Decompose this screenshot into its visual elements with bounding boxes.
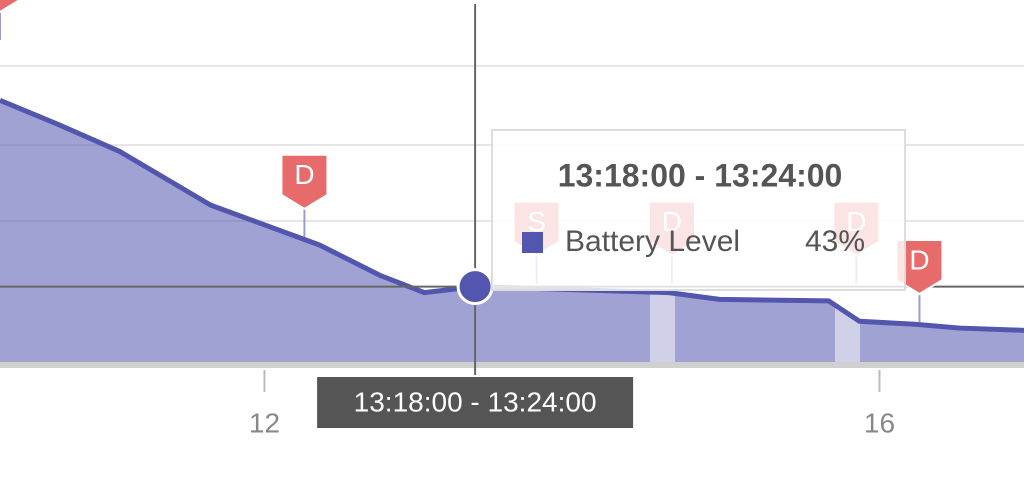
flag-label: D [294, 159, 314, 190]
tooltip-title: 13:18:00 - 13:24:00 [558, 157, 843, 193]
crosshair-label: 13:18:00 - 13:24:00 [354, 386, 597, 417]
tooltip-box [491, 129, 906, 291]
flag-marker: D [0, 0, 22, 40]
crosshair-label-box [317, 377, 634, 428]
legend-swatch [522, 232, 543, 253]
hover-point [456, 268, 494, 306]
crosshair: 13:18:00 - 13:24:00 [0, 4, 1024, 428]
gap-band [650, 293, 675, 362]
tooltip-value: 43% [805, 225, 865, 258]
flag-marker: D [895, 239, 944, 323]
flag-marker: D [280, 153, 329, 237]
flag-body [280, 153, 329, 210]
x-tick-label: 16 [864, 407, 895, 438]
x-tick-label: 12 [249, 407, 280, 438]
legend-label: Battery Level [565, 225, 740, 258]
flag-body [0, 0, 22, 14]
area-fill [0, 100, 1024, 362]
flag-label: D [909, 244, 929, 275]
x-ticks: 12 16 [249, 370, 895, 438]
tooltip: 13:18:00 - 13:24:00 Battery Level 43% [491, 129, 906, 291]
